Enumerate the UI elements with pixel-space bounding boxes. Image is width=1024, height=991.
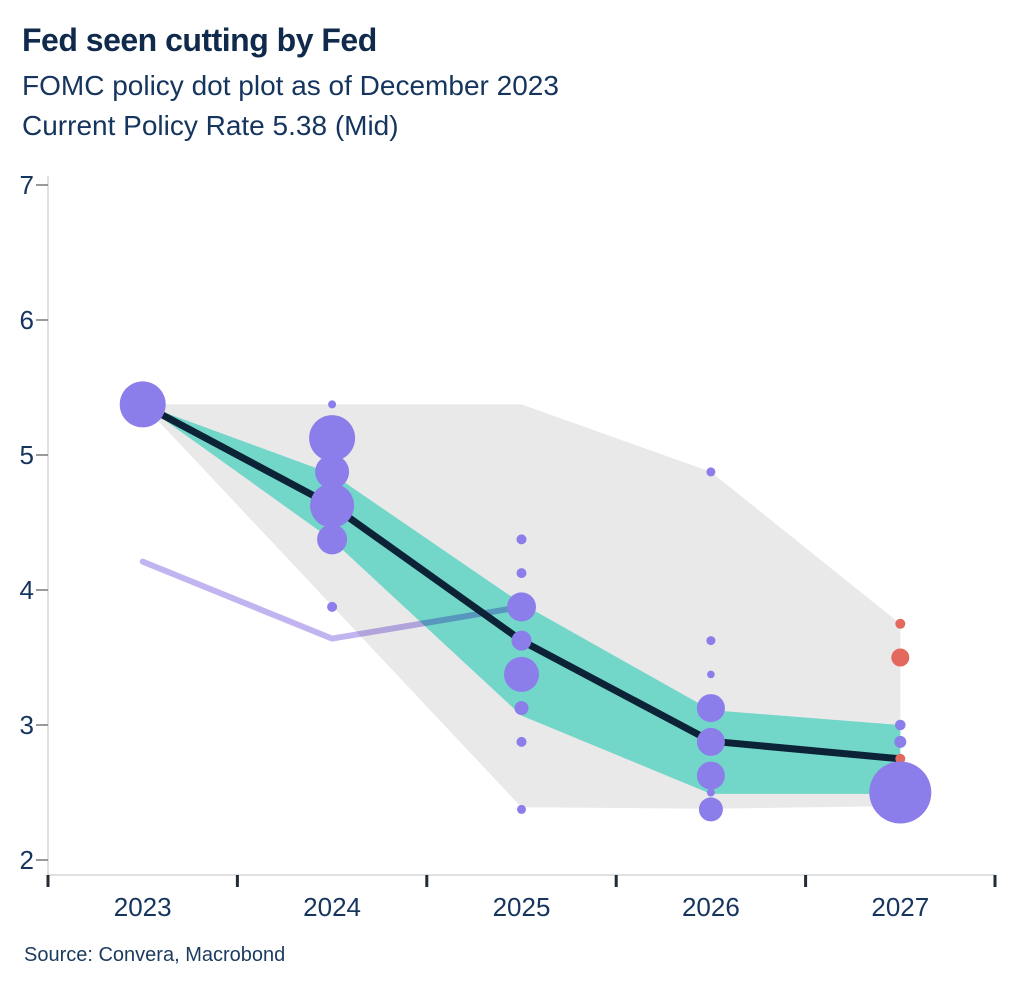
projection-dot xyxy=(516,736,527,747)
projection-dot xyxy=(514,701,529,716)
x-axis-category-label: 2023 xyxy=(114,892,172,922)
x-axis-category-label: 2024 xyxy=(303,892,361,922)
y-axis-tick-label: 6 xyxy=(20,305,34,335)
projection-dot xyxy=(706,788,715,797)
projection-dot xyxy=(327,601,338,612)
y-axis-tick-label: 3 xyxy=(20,710,34,740)
projection-dot xyxy=(511,630,532,651)
projection-dot xyxy=(706,467,716,477)
projection-dot xyxy=(698,797,723,822)
x-axis-category-label: 2025 xyxy=(493,892,551,922)
chart-subtitle: FOMC policy dot plot as of December 2023 xyxy=(22,70,559,101)
projection-dot xyxy=(696,727,725,756)
projection-dot xyxy=(317,524,348,555)
y-axis-tick-label: 4 xyxy=(20,575,34,605)
y-axis-tick-label: 5 xyxy=(20,440,34,470)
x-axis-category-label: 2027 xyxy=(871,892,929,922)
projection-dot xyxy=(869,761,932,824)
projection-dot xyxy=(516,568,527,579)
projection-dot xyxy=(309,415,356,462)
chart-subtitle-policy-rate: Current Policy Rate 5.38 (Mid) xyxy=(22,110,399,141)
projection-dot xyxy=(310,483,355,528)
projection-dot xyxy=(894,735,907,748)
projection-dot xyxy=(895,719,906,731)
projection-dot xyxy=(328,400,337,409)
projection-dot xyxy=(895,618,906,629)
chart-title: Fed seen cutting by Fed xyxy=(22,22,377,58)
projection-dot xyxy=(706,636,716,646)
projection-dot xyxy=(315,454,350,489)
projection-dot xyxy=(507,592,536,622)
projection-dot xyxy=(891,648,910,667)
y-axis-tick-label: 2 xyxy=(20,845,34,875)
projection-dot xyxy=(895,753,906,764)
projection-dot xyxy=(119,381,166,428)
projection-dot xyxy=(696,694,725,723)
market-pricing-line xyxy=(139,558,525,642)
projection-dot xyxy=(517,804,526,814)
source-note: Source: Convera, Macrobond xyxy=(24,944,286,966)
projection-dot xyxy=(516,534,527,545)
x-axis-category-label: 2026 xyxy=(682,892,740,922)
projection-dot xyxy=(696,761,725,790)
projection-dot xyxy=(707,670,715,679)
y-axis-tick-label: 7 xyxy=(20,170,34,200)
projection-dot xyxy=(504,656,539,692)
